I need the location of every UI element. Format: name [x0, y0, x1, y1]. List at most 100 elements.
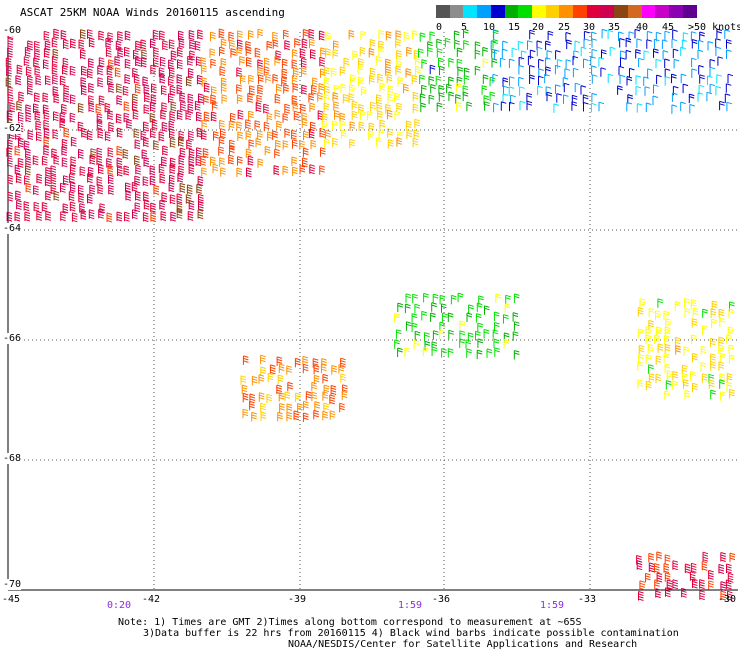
wind-barb: [720, 391, 726, 401]
wind-barb: [247, 155, 254, 166]
wind-barb: [727, 572, 734, 583]
wind-barb: [395, 65, 402, 75]
wind-barb: [492, 73, 499, 84]
wind-barb: [320, 68, 326, 78]
wind-barb: [86, 130, 93, 141]
wind-barb: [98, 208, 104, 219]
wind-barb: [202, 148, 209, 158]
wind-barb: [78, 148, 84, 159]
colorbar-segment: [436, 5, 451, 18]
wind-barb: [505, 294, 511, 305]
wind-barb: [5, 77, 12, 88]
wind-barb: [432, 293, 439, 304]
wind-barb: [360, 110, 366, 121]
wind-barb: [492, 39, 499, 49]
wind-barb: [277, 411, 283, 422]
wind-barb: [33, 185, 39, 196]
wind-barb: [123, 101, 130, 112]
wind-barb: [387, 85, 394, 95]
wind-barb: [168, 120, 175, 131]
wind-barb: [645, 102, 652, 112]
wind-barb: [343, 57, 350, 68]
wind-barb: [512, 312, 519, 322]
wind-barb: [61, 103, 67, 114]
wind-barb: [237, 109, 244, 120]
wind-barb: [580, 46, 587, 57]
wind-barb: [537, 85, 543, 96]
wind-barb: [726, 373, 733, 383]
wind-barb: [493, 311, 500, 321]
wind-barb: [23, 56, 30, 67]
wind-barb: [636, 103, 643, 113]
wind-barb: [654, 563, 660, 574]
wind-barb: [25, 104, 31, 115]
wind-barb: [6, 110, 13, 121]
wind-barb: [186, 76, 192, 87]
wind-barb: [135, 164, 141, 175]
wind-barb: [287, 381, 293, 392]
wind-barb: [220, 128, 226, 139]
wind-barb: [247, 92, 253, 103]
wind-barb: [725, 83, 732, 93]
wind-barb: [80, 29, 86, 40]
wind-barb: [108, 59, 114, 70]
wind-barb: [245, 41, 251, 51]
wind-barb: [14, 164, 21, 175]
colorbar-label: 5: [461, 22, 468, 33]
wind-barb: [429, 64, 436, 75]
wind-barb: [573, 50, 579, 60]
wind-barb: [77, 121, 84, 132]
wind-barb: [161, 192, 168, 203]
wind-barb: [692, 578, 698, 589]
wind-barb: [378, 128, 385, 139]
wind-barb: [176, 193, 183, 204]
wind-barb: [106, 158, 112, 168]
wind-barb: [527, 40, 533, 50]
wind-barb: [339, 112, 346, 123]
wind-barb: [489, 91, 496, 101]
wind-barb: [727, 73, 734, 84]
wind-barb: [292, 83, 299, 93]
wind-barb: [295, 392, 301, 403]
wind-barb: [5, 57, 12, 68]
wind-barb: [477, 322, 483, 333]
wind-barb: [330, 67, 337, 78]
wind-barb: [150, 212, 157, 223]
wind-barb: [406, 129, 413, 140]
wind-barb: [132, 93, 138, 104]
wind-barb: [24, 175, 30, 186]
wind-barb: [87, 166, 94, 177]
wind-barb: [78, 193, 84, 203]
wind-barb: [459, 320, 465, 330]
wind-barb: [431, 346, 438, 356]
wind-barb: [303, 130, 309, 141]
wind-barb: [476, 349, 483, 360]
wind-barb: [661, 39, 668, 49]
wind-barb: [637, 379, 643, 389]
wind-barb: [683, 346, 690, 356]
wind-barb: [198, 93, 204, 104]
wind-barb: [459, 338, 465, 348]
wind-barb: [210, 58, 216, 69]
wind-barb: [308, 128, 315, 139]
note-line-3: NOAA/NESDIS/Center for Satellite Applica…: [288, 639, 638, 650]
wind-barb: [636, 560, 643, 571]
wind-barb: [715, 85, 722, 96]
wind-barb: [636, 555, 642, 565]
wind-barb: [276, 83, 282, 94]
wind-barb: [267, 131, 273, 141]
wind-barb: [617, 85, 623, 95]
wind-barb: [646, 39, 652, 49]
wind-barb: [404, 303, 411, 314]
wind-barb: [278, 363, 285, 373]
wind-barb: [34, 110, 41, 121]
wind-barb: [263, 66, 270, 76]
wind-barb: [394, 313, 400, 323]
wind-barb: [188, 164, 195, 175]
wind-barb: [377, 110, 383, 120]
wind-barb: [699, 579, 705, 590]
wind-barb: [436, 48, 443, 58]
wind-barb: [97, 128, 104, 139]
wind-barb: [196, 147, 202, 158]
wind-barb: [81, 85, 87, 96]
